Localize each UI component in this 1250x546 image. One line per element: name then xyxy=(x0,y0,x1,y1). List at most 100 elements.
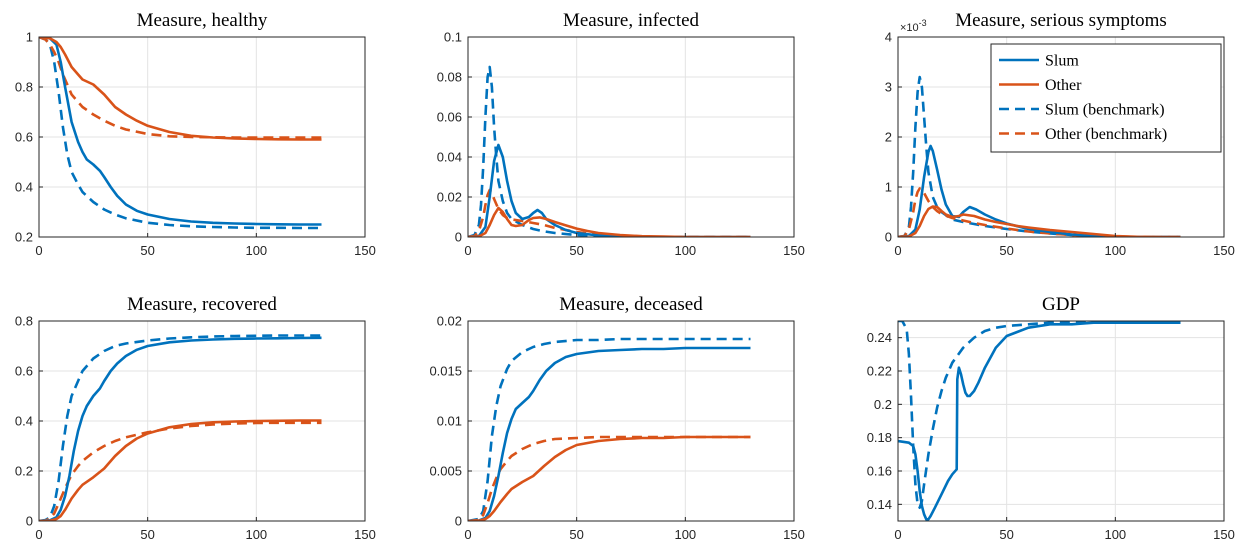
y-tick-label: 0.22 xyxy=(867,364,892,379)
x-tick-label: 150 xyxy=(1213,527,1235,542)
y-tick-label: 1 xyxy=(885,180,892,195)
y-tick-label: 0.6 xyxy=(15,130,33,145)
series-line-slum xyxy=(468,346,751,521)
x-tick-label: 100 xyxy=(245,243,267,258)
chart-title: Measure, recovered xyxy=(127,294,277,315)
series-line-other-benchmark xyxy=(468,435,751,521)
x-tick-label: 50 xyxy=(569,243,583,258)
legend-label-slum-benchmark: Slum (benchmark) xyxy=(1045,102,1165,119)
chart-title: Measure, serious symptoms xyxy=(955,10,1167,31)
chart-title: Measure, deceased xyxy=(559,294,703,315)
series-line-slum xyxy=(898,144,1181,237)
x-tick-label: 0 xyxy=(35,243,42,258)
x-tick-label: 0 xyxy=(464,243,471,258)
y-exponent-label: ×10-3 xyxy=(900,18,927,34)
x-tick-label: 0 xyxy=(464,527,471,542)
series-line-other xyxy=(468,435,751,521)
x-tick-label: 150 xyxy=(1213,243,1235,258)
legend: Slum Other Slum (benchmark) Other (benchmar… xyxy=(990,43,1222,153)
y-tick-label: 2 xyxy=(885,130,892,145)
x-tick-label: 50 xyxy=(140,243,154,258)
series-line-slum-benchmark xyxy=(39,37,322,230)
y-exponent-power: -3 xyxy=(919,18,927,28)
chart-panel-measure-deceased: 0 50 100 150 0 0.005 0.01 0.015 0.02 Measure, dec… xyxy=(429,294,804,542)
series-line-slum xyxy=(39,336,322,521)
y-tick-label: 0.8 xyxy=(15,80,33,95)
y-tick-label: 0.08 xyxy=(437,70,462,85)
y-tick-label: 0 xyxy=(455,514,462,529)
series-line-slum xyxy=(39,37,322,226)
series-group xyxy=(468,337,751,521)
x-tick-label: 0 xyxy=(894,527,901,542)
y-tick-label: 0.015 xyxy=(429,364,462,379)
series-group xyxy=(898,321,1181,521)
y-tick-label: 0.8 xyxy=(15,314,33,329)
x-tick-label: 100 xyxy=(245,527,267,542)
legend-box xyxy=(990,43,1222,153)
series-line-other xyxy=(468,206,751,237)
chart-panel-measure-healthy: 0 50 100 150 0.2 0.4 0.6 0.8 1 Measure, healthy xyxy=(15,10,376,258)
y-tick-label: 0 xyxy=(26,514,33,529)
x-tick-label: 150 xyxy=(354,527,376,542)
y-tick-label: 0.16 xyxy=(867,464,892,479)
chart-title: GDP xyxy=(1042,294,1080,315)
series-line-slum-benchmark xyxy=(468,65,751,237)
x-tick-label: 50 xyxy=(140,527,154,542)
series-line-other-benchmark xyxy=(39,421,322,521)
y-tick-label: 0.02 xyxy=(437,190,462,205)
chart-panel-gdp: 0 50 100 150 0.14 0.16 0.18 0.2 0.22 0.24 GDP xyxy=(867,294,1235,542)
x-tick-label: 100 xyxy=(674,527,696,542)
y-tick-label: 0.2 xyxy=(15,230,33,245)
y-tick-label: 0.2 xyxy=(15,464,33,479)
chart-title: Measure, healthy xyxy=(137,10,268,31)
y-tick-label: 0.4 xyxy=(15,180,33,195)
x-tick-label: 100 xyxy=(1104,243,1126,258)
chart-panel-measure-infected: 0 50 100 150 0 0.02 0.04 0.06 0.08 0.1 Measure, in… xyxy=(437,10,805,258)
legend-label-other: Other xyxy=(1045,77,1082,94)
y-tick-label: 0.6 xyxy=(15,364,33,379)
series-line-other xyxy=(898,205,1181,237)
chart-panel-measure-recovered: 0 50 100 150 0 0.2 0.4 0.6 0.8 Measure, recovered xyxy=(15,294,376,542)
y-tick-label: 0.06 xyxy=(437,110,462,125)
series-line-slum-benchmark xyxy=(468,337,751,521)
legend-label-slum: Slum xyxy=(1045,53,1079,70)
series-line-slum xyxy=(898,321,1181,521)
y-tick-label: 1 xyxy=(26,30,33,45)
y-tick-label: 0.005 xyxy=(429,464,462,479)
y-tick-label: 0 xyxy=(455,230,462,245)
y-tick-label: 0.2 xyxy=(874,397,892,412)
x-tick-label: 50 xyxy=(569,527,583,542)
series-group xyxy=(468,65,751,237)
y-tick-label: 0.02 xyxy=(437,314,462,329)
y-tick-label: 0.1 xyxy=(444,30,462,45)
y-tick-label: 0 xyxy=(885,230,892,245)
x-tick-label: 0 xyxy=(35,527,42,542)
y-tick-label: 0.24 xyxy=(867,330,892,345)
x-tick-label: 150 xyxy=(783,527,805,542)
chart-panel-measure-serious-symptoms: 0 50 100 150 0 1 2 3 4 ×10-3 Measure, serious symp… xyxy=(885,10,1235,258)
series-line-other xyxy=(39,37,322,141)
chart-title: Measure, infected xyxy=(563,10,700,31)
series-group xyxy=(898,75,1181,237)
legend-label-other-benchmark: Other (benchmark) xyxy=(1045,126,1167,143)
x-tick-label: 150 xyxy=(354,243,376,258)
x-tick-label: 0 xyxy=(894,243,901,258)
y-tick-label: 4 xyxy=(885,30,892,45)
x-tick-label: 100 xyxy=(1104,527,1126,542)
x-tick-label: 50 xyxy=(999,527,1013,542)
axes-box xyxy=(467,36,795,238)
series-group xyxy=(39,37,322,230)
series-line-other xyxy=(39,419,322,521)
x-tick-label: 150 xyxy=(783,243,805,258)
series-line-slum-benchmark xyxy=(898,321,1181,510)
x-tick-label: 100 xyxy=(674,243,696,258)
y-tick-label: 0.14 xyxy=(867,497,892,512)
y-tick-label: 0.04 xyxy=(437,150,462,165)
series-group xyxy=(39,334,322,521)
axes-box xyxy=(897,320,1225,522)
y-tick-label: 3 xyxy=(885,80,892,95)
y-tick-label: 0.18 xyxy=(867,430,892,445)
y-tick-label: 0.01 xyxy=(437,414,462,429)
series-line-slum-benchmark xyxy=(39,334,322,521)
